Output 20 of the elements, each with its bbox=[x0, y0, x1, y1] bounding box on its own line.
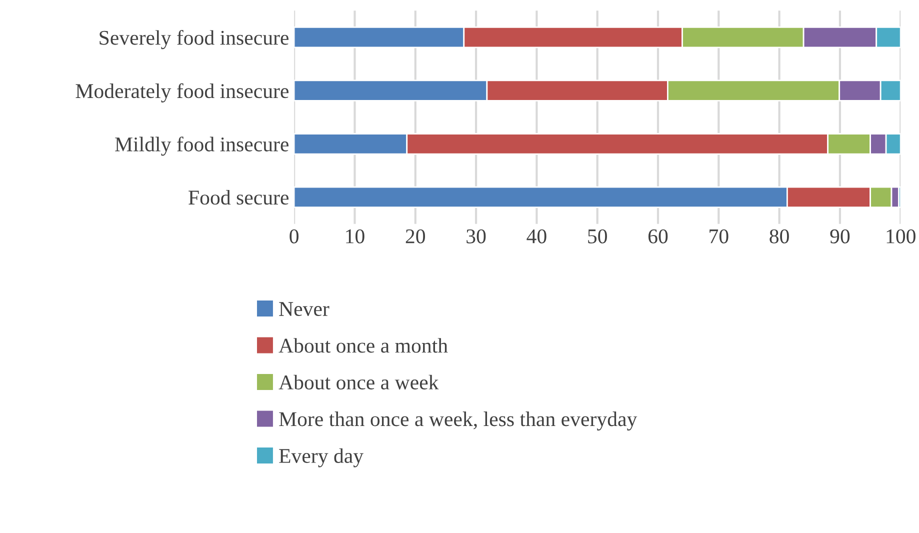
x-tick-label: 40 bbox=[526, 229, 546, 244]
legend-label: Every day bbox=[279, 448, 364, 468]
y-tick-label: Food secure bbox=[188, 190, 288, 205]
legend-label: Never bbox=[279, 302, 330, 316]
x-tick-label: 60 bbox=[648, 229, 668, 244]
legend-label: About once a week bbox=[278, 374, 439, 390]
y-tick-label: Mildly food insecure bbox=[115, 136, 288, 156]
x-tick-label: 10 bbox=[346, 229, 364, 244]
x-tick-label: 80 bbox=[770, 229, 789, 244]
x-tick-label: 0 bbox=[290, 229, 298, 244]
x-tick-label: 30 bbox=[466, 229, 486, 244]
y-tick-label: Severely food insecure bbox=[100, 30, 288, 50]
x-tick-label: 100 bbox=[886, 229, 916, 244]
legend-label: More than once a week, less than everyday bbox=[279, 412, 638, 431]
x-tick-label: 20 bbox=[406, 229, 426, 244]
x-tick-label: 50 bbox=[588, 229, 607, 244]
x-tick-label: 90 bbox=[830, 229, 850, 244]
legend-label: About once a month bbox=[278, 338, 448, 353]
x-tick-label: 70 bbox=[710, 229, 728, 244]
y-tick-label: Moderately food insecure bbox=[76, 83, 288, 102]
